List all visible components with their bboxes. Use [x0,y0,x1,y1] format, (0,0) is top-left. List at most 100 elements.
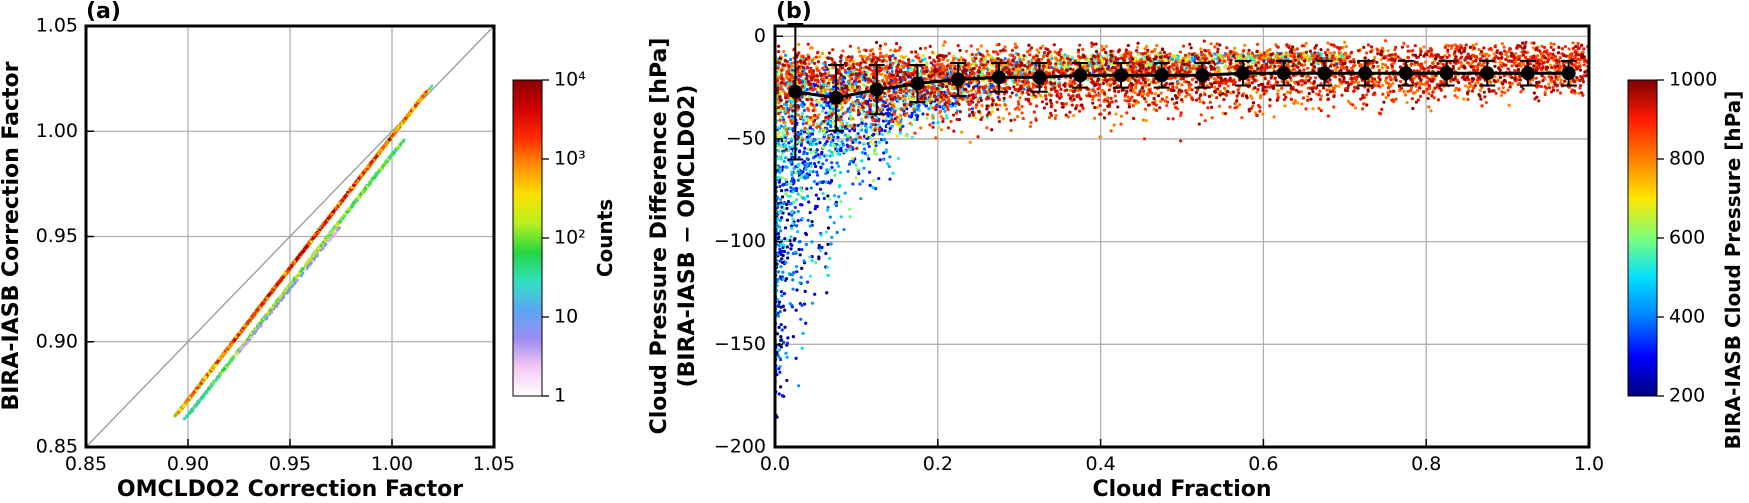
density-cell [370,160,374,163]
density-cell [193,390,196,394]
density-cell [393,131,397,134]
density-cell [394,129,398,132]
scatter-point [783,308,787,312]
scatter-point [790,243,794,247]
scatter-point [931,121,935,125]
scatter-point [784,351,788,355]
scatter-point [813,292,817,296]
density-cell [252,332,256,335]
scatter-point [816,197,821,201]
density-cell [312,258,316,262]
density-cell [342,197,346,201]
density-cell [254,330,257,334]
density-bands [173,84,434,421]
density-cell [248,318,252,322]
density-cell [241,346,244,350]
density-cell [335,207,338,211]
scatter-point [978,96,983,100]
density-cell [228,345,232,348]
density-cell [307,259,310,263]
density-cell [323,244,327,247]
density-cell [283,289,287,293]
density-cell [278,280,282,284]
scatter-point [783,53,788,57]
scatter-point [886,104,890,108]
density-cell [198,386,201,389]
scatter-point [938,105,942,109]
density-cell [238,349,242,353]
density-cell [270,310,274,313]
scatter-point [809,161,813,165]
density-cell [261,319,264,323]
density-cell [400,122,404,126]
scatter-point [790,273,795,277]
density-cell [301,267,305,271]
density-cell [185,399,189,402]
density-cell [407,113,410,117]
scatter-point [776,354,780,358]
scatter-point [796,209,800,214]
density-cell [278,296,282,299]
scatter-point [858,141,862,145]
scatter-point [838,148,842,152]
density-cell [299,252,303,255]
density-cell [271,306,274,309]
scatter-point [807,132,811,136]
density-cell [196,386,200,390]
scatter-point [802,302,807,306]
density-cell [332,233,336,236]
density-cell [226,346,230,350]
density-cell [268,308,272,312]
scatter-point [867,157,871,161]
density-cell [269,291,273,295]
scatter-point [868,108,872,112]
scatter-point [793,205,797,210]
density-cell [283,271,287,275]
density-cell [174,412,178,416]
density-cell [248,320,252,323]
density-cell [388,155,391,158]
panel-a-xtick-label: 1.00 [371,453,413,475]
density-cell [281,296,285,300]
scatter-point [777,392,781,396]
scatter-point [778,365,782,369]
scatter-point [797,384,801,388]
density-cell [294,280,297,283]
density-cell [315,249,319,253]
density-cell [304,269,308,272]
scatter-point [802,151,806,156]
density-cell [296,256,300,260]
density-cell [395,146,399,150]
density-cell [324,220,328,224]
scatter-point [847,162,852,166]
density-cell [204,375,208,378]
scatter-point [825,168,829,172]
scatter-point [830,161,834,165]
panel-a-ticks: 0.85 0.90 0.95 1.00 1.050.850.900.951.001.05 [36,15,515,476]
density-cell [388,156,392,160]
density-cell [350,206,353,209]
density-cell [377,170,380,174]
density-cell [326,219,329,222]
density-cell [293,260,297,263]
density-cell [327,217,330,220]
scatter-point [789,247,793,251]
panel-a: (a) 0.85 0.90 0.95 1.00 1.050.850.900.951.00… [0,0,617,502]
density-cell [305,267,309,270]
scatter-point [866,141,870,146]
scatter-point [812,139,816,143]
density-cell [256,327,260,330]
panel-b-background [775,26,1589,447]
density-cell [230,357,233,361]
scatter-point [818,180,822,185]
density-cell [409,109,413,113]
scatter-point [790,162,794,166]
density-cell [346,191,350,194]
density-cell [260,322,263,326]
panel-a-xlabel: OMCLDO2 Correction Factor [117,477,463,502]
scatter-point [883,129,887,133]
density-cell [275,283,279,287]
density-cell [215,375,219,379]
scatter-point [782,291,787,296]
density-cell [314,251,318,254]
